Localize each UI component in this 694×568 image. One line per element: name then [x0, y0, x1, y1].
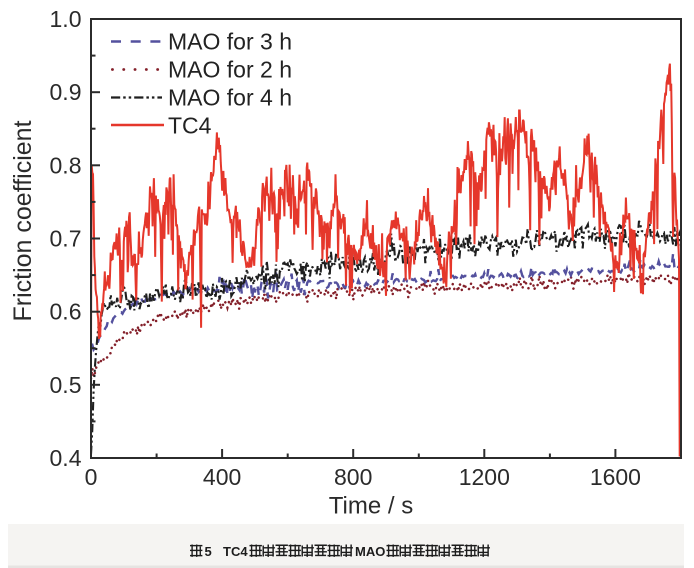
svg-text:TC4: TC4	[223, 544, 248, 559]
svg-text:1600: 1600	[590, 464, 641, 490]
svg-text:0.5: 0.5	[50, 372, 82, 398]
svg-text:MAO for 3 h: MAO for 3 h	[168, 29, 292, 55]
svg-text:MAO for 2 h: MAO for 2 h	[168, 57, 292, 83]
svg-text:0.6: 0.6	[50, 299, 82, 325]
svg-text:400: 400	[203, 464, 241, 490]
svg-text:Friction coefficient: Friction coefficient	[9, 120, 37, 321]
svg-text:Time / s: Time / s	[329, 493, 413, 520]
svg-text:MAO: MAO	[355, 544, 385, 559]
svg-text:0: 0	[85, 464, 98, 490]
svg-text:0.4: 0.4	[50, 445, 82, 471]
svg-text:800: 800	[334, 464, 372, 490]
svg-text:0.7: 0.7	[50, 226, 82, 252]
svg-text:1200: 1200	[459, 464, 510, 490]
svg-text:TC4: TC4	[168, 113, 212, 139]
svg-text:5: 5	[205, 544, 212, 559]
svg-text:1.0: 1.0	[50, 6, 82, 32]
svg-text:MAO for 4 h: MAO for 4 h	[168, 85, 292, 111]
svg-text:0.9: 0.9	[50, 79, 82, 105]
svg-text:0.8: 0.8	[50, 152, 82, 178]
